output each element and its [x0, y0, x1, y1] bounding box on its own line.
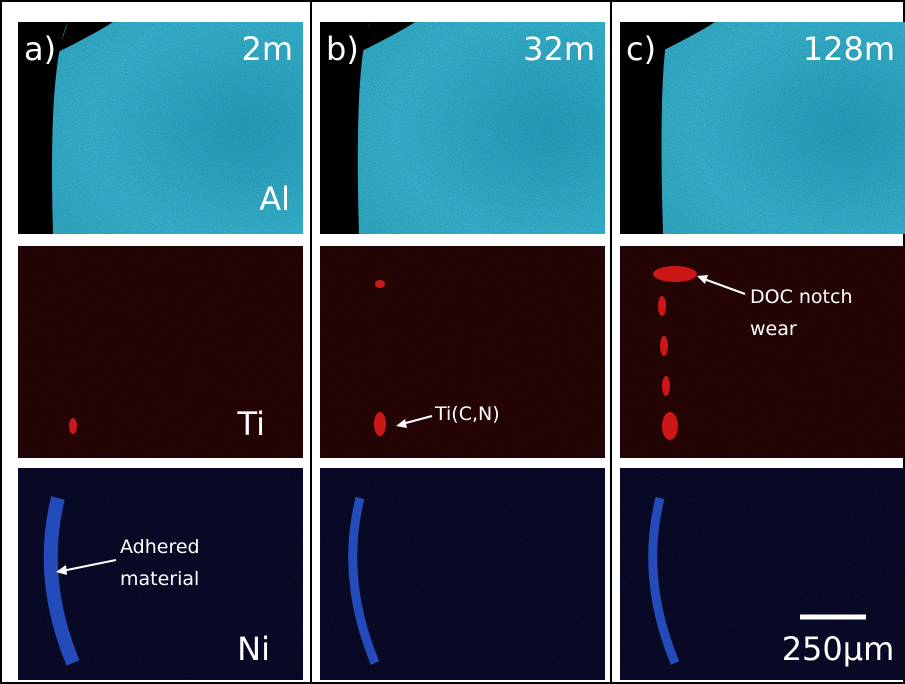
map-panel	[320, 468, 605, 680]
annotation: Ti(C,N)	[434, 403, 500, 425]
scale-label: 250μm	[782, 630, 895, 668]
panel-label: c)	[626, 30, 656, 68]
time-label: 128m	[803, 30, 895, 68]
element-label: Ti	[237, 405, 265, 443]
annotation: wear	[750, 318, 797, 340]
ti-spot	[662, 412, 678, 440]
ti-spot	[69, 418, 77, 434]
map-panel	[320, 246, 605, 458]
annotation: material	[120, 568, 199, 590]
ti-spot	[653, 266, 697, 282]
ti-spot	[660, 336, 668, 356]
map-panel	[620, 246, 905, 458]
ti-spot	[375, 280, 385, 288]
ti-spot	[374, 412, 386, 436]
time-label: 2m	[241, 30, 293, 68]
ti-spot	[662, 376, 670, 396]
panel-label: a)	[24, 30, 56, 68]
time-label: 32m	[523, 30, 595, 68]
annotation: DOC notch	[750, 286, 853, 308]
panel-noise	[320, 246, 605, 458]
figure: a) 2m b) 32m c) 128m Al Ti Ni Adhered material T…	[0, 0, 905, 684]
panel-label: b)	[326, 30, 359, 68]
element-label: Ni	[237, 630, 270, 668]
annotation: Adhered	[120, 536, 200, 558]
ti-spot	[658, 296, 666, 316]
element-label: Al	[259, 180, 290, 218]
